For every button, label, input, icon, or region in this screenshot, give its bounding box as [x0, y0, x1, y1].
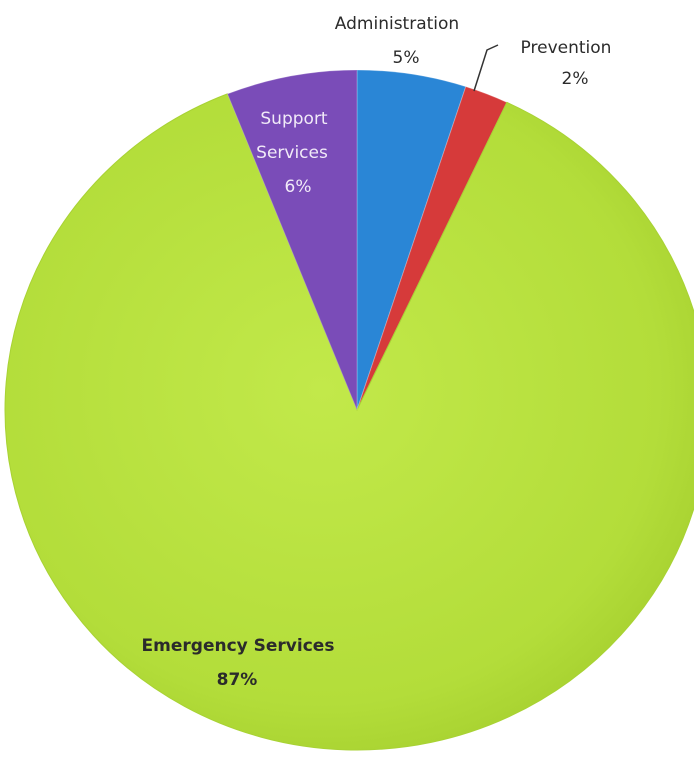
- support-label-line2: Services: [256, 143, 328, 163]
- prevention-percent: 2%: [562, 69, 589, 89]
- slices-layer: [4, 69, 694, 751]
- administration-label: Administration: [335, 14, 459, 34]
- support-label-line1: Support: [260, 109, 328, 129]
- administration-percent: 5%: [393, 48, 420, 68]
- pie-slice-support-services: [226, 69, 358, 411]
- emergency-label: Emergency Services: [142, 636, 335, 656]
- prevention-leader-line: [473, 44, 499, 92]
- support-percent: 6%: [285, 177, 312, 197]
- pie-slice-emergency-services: [4, 93, 694, 751]
- pie-slice-administration: [356, 69, 467, 411]
- emergency-percent: 87%: [217, 670, 258, 690]
- prevention-label: Prevention: [521, 38, 612, 58]
